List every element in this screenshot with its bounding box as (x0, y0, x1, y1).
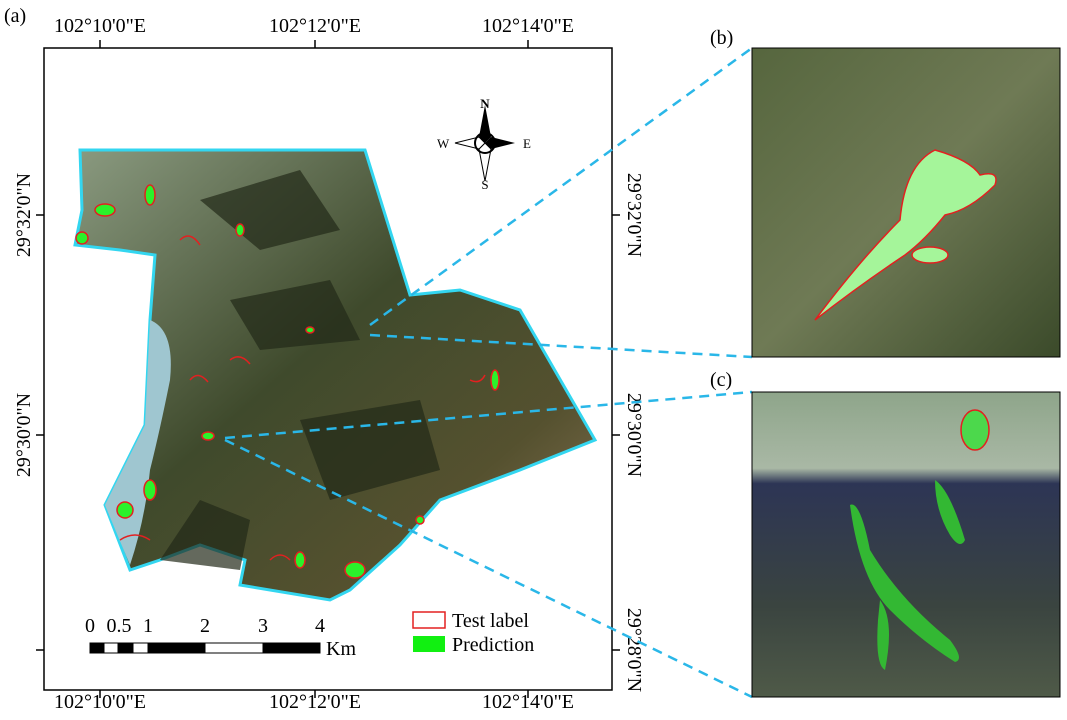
compass-s: S (481, 177, 488, 192)
lat-label: 29°32'0"N (13, 173, 35, 257)
figure: N S E W 0 0.5 1 2 3 4 Km Test label Pred… (0, 0, 1067, 715)
scale-unit: Km (326, 638, 356, 660)
scale-bar (90, 643, 320, 653)
lat-label: 29°30'0"N (13, 393, 35, 477)
legend-swatch (413, 636, 445, 652)
compass-w: W (437, 136, 450, 151)
scale-label: 3 (258, 615, 268, 637)
lon-label: 102°14'0"E (482, 691, 574, 713)
legend-label: Test label (452, 610, 529, 632)
lat-label: 29°28'0"N (623, 608, 645, 692)
inset-c-patch (961, 410, 989, 450)
panel-label: (c) (710, 369, 732, 391)
scale-label: 1 (143, 615, 153, 637)
inset-b-patch (912, 247, 948, 263)
lon-label: 102°12'0"E (269, 15, 361, 37)
scale-label: 0 (85, 615, 95, 637)
lat-label: 29°30'0"N (623, 393, 645, 477)
compass-n: N (480, 96, 490, 111)
compass-e: E (523, 136, 531, 151)
scale-label: 2 (200, 615, 210, 637)
lon-label: 102°10'0"E (54, 691, 146, 713)
lon-label: 102°14'0"E (482, 15, 574, 37)
panel-label: (b) (710, 27, 733, 49)
lon-label: 102°12'0"E (269, 691, 361, 713)
lon-label: 102°10'0"E (54, 15, 146, 37)
lat-label: 29°32'0"N (623, 173, 645, 257)
scale-label: 0.5 (107, 615, 132, 637)
scale-label: 4 (315, 615, 325, 637)
inset-c (752, 392, 1060, 697)
legend-label: Prediction (452, 634, 534, 656)
panel-label: (a) (4, 5, 26, 27)
